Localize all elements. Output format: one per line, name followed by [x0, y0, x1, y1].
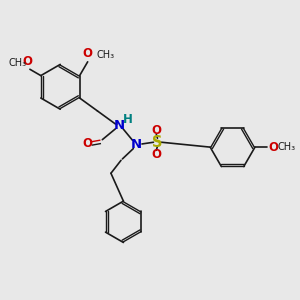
Text: CH₃: CH₃ [278, 142, 296, 152]
Text: H: H [123, 113, 133, 126]
Text: O: O [22, 55, 33, 68]
Text: N: N [131, 138, 142, 151]
Text: O: O [83, 46, 93, 59]
Text: O: O [269, 141, 279, 154]
Text: CH₃: CH₃ [8, 58, 26, 68]
Text: CH₃: CH₃ [97, 50, 115, 60]
Text: O: O [151, 124, 161, 137]
Text: O: O [151, 148, 161, 161]
Text: O: O [83, 137, 93, 150]
Text: N: N [114, 119, 125, 132]
Text: S: S [152, 135, 163, 150]
